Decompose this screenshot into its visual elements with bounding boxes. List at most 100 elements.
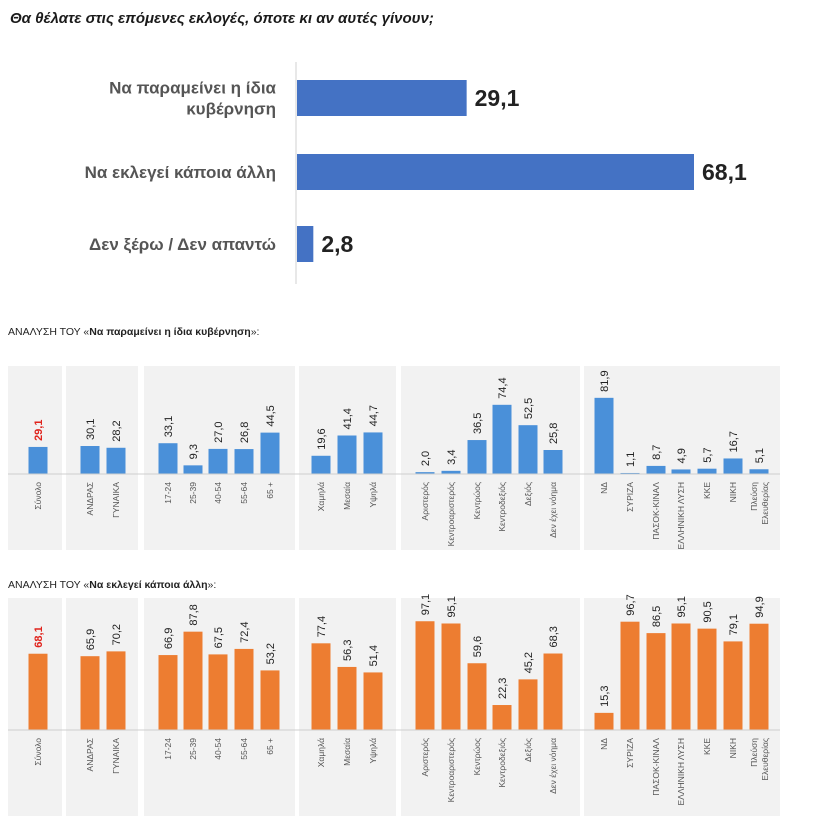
category-label-συριζα: ΣΥΡΙΖΑ	[625, 482, 635, 512]
value-label-65: 53,2	[265, 643, 277, 664]
bar-χαμηλά	[311, 643, 331, 730]
bar-υψηλά	[363, 432, 383, 474]
bar-κεντρώος	[467, 440, 487, 474]
category-label-40-54: 40-54	[213, 738, 223, 760]
panel-background-2	[66, 366, 138, 550]
value-label-ανδρας: 65,9	[85, 629, 97, 650]
category-label-40-54: 40-54	[213, 482, 223, 504]
bar-αριστερός	[415, 621, 435, 730]
bar-γυναικα	[106, 651, 126, 730]
bar-25-39	[183, 631, 203, 730]
category-label-κεντροδεξιός: Κεντροδεξιός	[497, 738, 507, 788]
value-label-ελληνικη-λυση: 95,1	[676, 596, 688, 617]
bar-σύνολο	[28, 446, 48, 474]
bar-γυναικα	[106, 447, 126, 474]
value-label-40-54: 67,5	[213, 627, 225, 648]
bar-κεντρώος	[467, 663, 487, 730]
category-label-χαμηλά: Χαμηλά	[316, 482, 326, 511]
panel-background-6	[584, 366, 780, 550]
bar-25-39	[183, 465, 203, 474]
analysis-title-other-government: ΑΝΑΛΥΣΗ ΤΟΥ «Να εκλεγεί κάποια άλλη»:	[8, 579, 217, 591]
bar-δεν-έχει-νόημα	[543, 653, 563, 730]
question-title: Θα θέλατε στις επόμενες εκλογές, όποτε κ…	[10, 10, 434, 27]
category-label-65: 65 +	[265, 482, 275, 499]
value-label-κεντροαριστερός: 3,4	[446, 450, 458, 465]
value-label-δεξιός: 52,5	[523, 398, 535, 419]
value-label-55-64: 26,8	[239, 422, 251, 443]
category-label-σύνολο: Σύνολο	[33, 482, 43, 510]
main-bar-2	[297, 154, 694, 190]
value-label-πασοκ-κιναλ: 8,7	[651, 445, 663, 460]
category-label-νδ: ΝΔ	[599, 738, 609, 750]
main-bar-chart: 29,1 Να παραμείνει η ίδια κυβέρνηση 68,1 Να …	[85, 62, 747, 284]
category-label-νικη: ΝΙΚΗ	[728, 482, 738, 502]
category-label-κκε: ΚΚΕ	[702, 738, 712, 755]
value-label-ανδρας: 30,1	[85, 419, 97, 440]
value-label-νδ: 15,3	[599, 685, 611, 706]
value-label-σύνολο: 29,1	[33, 420, 45, 441]
value-label-17-24: 66,9	[163, 628, 175, 649]
category-label-κεντροδεξιός: Κεντροδεξιός	[497, 482, 507, 532]
category-label-65: 65 +	[265, 738, 275, 755]
category-label-πασοκ-κιναλ: ΠΑΣΟΚ-ΚΙΝΑΛ	[651, 482, 661, 540]
category-label-ελληνικη-λυση: ΕΛΛΗΝΙΚΗ ΛΥΣΗ	[676, 738, 686, 805]
bar-40-54	[208, 654, 228, 730]
value-label-ελληνικη-λυση: 4,9	[676, 448, 688, 463]
bar-πασοκ-κιναλ	[646, 465, 666, 474]
value-label-συριζα: 96,7	[625, 594, 637, 615]
category-label-συριζα: ΣΥΡΙΖΑ	[625, 738, 635, 768]
value-label-νικη: 79,1	[728, 614, 740, 635]
category-label-γυναικα: ΓΥΝΑΙΚΑ	[111, 738, 121, 774]
bar-ανδρας	[80, 446, 100, 474]
bar-17-24	[158, 443, 178, 474]
bar-κκε	[697, 468, 717, 474]
value-label-κεντρώος: 59,6	[472, 636, 484, 657]
value-label-κεντρώος: 36,5	[472, 413, 484, 434]
value-label-40-54: 27,0	[213, 421, 225, 442]
value-label-υψηλά: 51,4	[368, 645, 380, 666]
category-label-νδ: ΝΔ	[599, 482, 609, 494]
category-label-25-39: 25-39	[188, 738, 198, 760]
bar-σύνολο	[28, 653, 48, 730]
bar-17-24	[158, 655, 178, 730]
value-label-αριστερός: 2,0	[420, 451, 432, 466]
category-label-ελληνικη-λυση: ΕΛΛΗΝΙΚΗ ΛΥΣΗ	[676, 482, 686, 549]
value-label-μεσαία: 41,4	[342, 408, 354, 429]
value-label-κεντροδεξιός: 22,3	[497, 678, 509, 699]
category-label-κεντροαριστερός: Κεντροαριστερός	[446, 738, 456, 802]
category-label-25-39: 25-39	[188, 482, 198, 504]
bar-δεν-έχει-νόημα	[543, 450, 563, 474]
breakdown-chart-other-government: 68,1 Σύνολο 65,9 ΑΝΔΡΑΣ 70,2 ΓΥΝΑΙΚΑ 66,9 17-24…	[8, 594, 780, 816]
bar-κκε	[697, 628, 717, 730]
value-label-κκε: 5,7	[702, 447, 714, 462]
value-label-κεντροαριστερός: 95,1	[446, 596, 458, 617]
category-label-δεξιός: Δεξιός	[523, 738, 533, 762]
value-label-πασοκ-κιναλ: 86,5	[651, 606, 663, 627]
category-label-17-24: 17-24	[163, 738, 173, 760]
bar-κεντροαριστερός	[441, 470, 461, 474]
category-label-νικη: ΝΙΚΗ	[728, 738, 738, 758]
category-label-αριστερός: Αριστερός	[420, 738, 430, 776]
category-label-υψηλά: Υψηλά	[368, 738, 378, 764]
bar-κεντροδεξιός	[492, 404, 512, 474]
bar-δεξιός	[518, 425, 538, 474]
value-label-υψηλά: 44,7	[368, 405, 380, 426]
category-label-κεντρώος: Κεντρώος	[472, 738, 482, 775]
value-label-μεσαία: 56,3	[342, 640, 354, 661]
category-label-μεσαία: Μεσαία	[342, 738, 352, 766]
bar-ελληνικη-λυση	[671, 469, 691, 474]
breakdown-chart-same-government: 29,1 Σύνολο 30,1 ΑΝΔΡΑΣ 28,2 ΓΥΝΑΙΚΑ 33,1 17-24…	[8, 366, 780, 550]
bar-κεντροδεξιός	[492, 705, 512, 730]
main-category-label-1: Να παραμείνει η ίδια κυβέρνηση	[109, 79, 276, 119]
bar-υψηλά	[363, 672, 383, 730]
value-label-χαμηλά: 19,6	[316, 428, 328, 449]
bar-νδ	[594, 712, 614, 730]
analysis-title-same-government: ΑΝΑΛΥΣΗ ΤΟΥ «Να παραμείνει η ίδια κυβέρν…	[8, 326, 260, 338]
category-label-μεσαία: Μεσαία	[342, 482, 352, 510]
category-label-κεντροαριστερός: Κεντροαριστερός	[446, 482, 456, 546]
bar-ελληνικη-λυση	[671, 623, 691, 730]
value-label-νδ: 81,9	[599, 370, 611, 391]
category-label-17-24: 17-24	[163, 482, 173, 504]
bar-55-64	[234, 648, 254, 730]
bar-μεσαία	[337, 435, 357, 474]
